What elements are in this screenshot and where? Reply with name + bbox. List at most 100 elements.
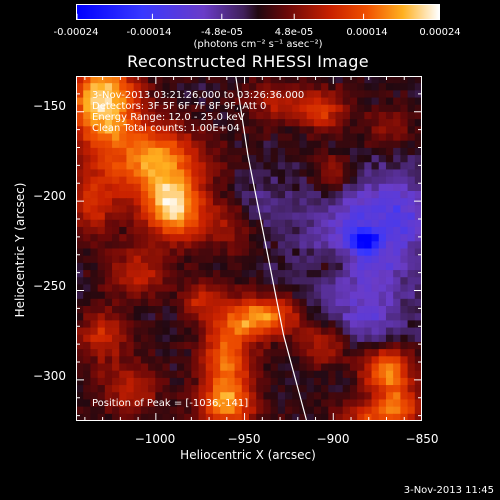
heatmap-cell: [169, 205, 178, 213]
heatmap-cell: [176, 385, 185, 393]
heatmap-cell: [349, 162, 358, 170]
heatmap-cell: [234, 370, 243, 379]
heatmap-cell: [227, 176, 235, 185]
heatmap-cell: [407, 363, 416, 372]
heatmap-cell: [155, 399, 163, 408]
heatmap-cell: [364, 349, 372, 357]
heatmap-cell: [220, 76, 228, 84]
heatmap-cell: [385, 147, 394, 156]
heatmap-cell: [414, 370, 422, 379]
heatmap-cell: [306, 370, 315, 379]
heatmap-cell: [335, 90, 344, 98]
heatmap-cell: [385, 226, 394, 235]
heatmap-cell: [313, 255, 322, 264]
heatmap-cell: [342, 377, 351, 386]
heatmap-cell: [191, 291, 199, 300]
heatmap-cell: [126, 334, 135, 343]
heatmap-cell: [126, 183, 135, 192]
heatmap-cell: [364, 306, 372, 314]
heatmap-cell: [162, 248, 171, 257]
heatmap-cell: [104, 320, 113, 328]
heatmap-cell: [241, 298, 250, 307]
heatmap-cell: [357, 169, 365, 178]
heatmap-cell: [357, 205, 365, 213]
heatmap-cell: [277, 97, 286, 106]
heatmap-cell: [104, 413, 113, 421]
heatmap-cell: [256, 226, 264, 235]
heatmap-cell: [270, 83, 279, 91]
heatmap-cell: [176, 140, 185, 149]
heatmap-cell: [234, 234, 243, 242]
heatmap-cell: [155, 277, 163, 285]
heatmap-cell: [155, 226, 163, 235]
heatmap-cell: [241, 334, 250, 343]
heatmap-cell: [263, 212, 272, 221]
heatmap-cell: [407, 392, 416, 400]
heatmap-cell: [414, 191, 422, 199]
heatmap-cell: [126, 370, 135, 379]
heatmap-cell: [97, 406, 106, 415]
heatmap-cell: [385, 126, 394, 134]
heatmap-cell: [371, 406, 380, 415]
heatmap-cell: [335, 262, 344, 271]
heatmap-cell: [126, 198, 135, 206]
heatmap-cell: [191, 248, 199, 257]
heatmap-cell: [357, 219, 365, 228]
heatmap-cell: [133, 183, 142, 192]
heatmap-cell: [256, 147, 264, 156]
heatmap-cell: [176, 270, 185, 278]
heatmap-cell: [76, 219, 84, 228]
heatmap-cell: [126, 169, 135, 178]
heatmap-cell: [256, 183, 264, 192]
heatmap-cell: [335, 313, 344, 321]
heatmap-cell: [349, 370, 358, 379]
x-tick-label: −1000: [134, 432, 176, 446]
heatmap-cell: [306, 126, 315, 134]
heatmap-cell: [321, 155, 329, 163]
heatmap-cell: [328, 284, 336, 293]
heatmap-cell: [414, 406, 422, 415]
heatmap-cell: [342, 147, 351, 156]
heatmap-cell: [378, 147, 387, 156]
heatmap-cell: [176, 183, 185, 192]
heatmap-cell: [414, 270, 422, 278]
heatmap-cell: [184, 406, 192, 415]
heatmap-cell: [205, 277, 214, 285]
heatmap-cell: [357, 133, 365, 142]
heatmap-cell: [126, 356, 135, 364]
heatmap-cell: [371, 104, 380, 113]
heatmap-cell: [299, 370, 308, 379]
heatmap-cell: [119, 176, 127, 185]
heatmap-cell: [407, 126, 416, 134]
heatmap-cell: [349, 334, 358, 343]
heatmap-cell: [349, 385, 358, 393]
heatmap-cell: [285, 83, 293, 91]
heatmap-cell: [119, 270, 127, 278]
heatmap-cell: [162, 399, 171, 408]
heatmap-cell: [407, 370, 416, 379]
heatmap-cell: [328, 111, 336, 120]
heatmap-cell: [407, 76, 416, 84]
heatmap-cell: [119, 234, 127, 242]
heatmap-cell: [378, 363, 387, 372]
heatmap-cell: [119, 363, 127, 372]
heatmap-cell: [407, 341, 416, 350]
heatmap-cell: [212, 413, 221, 421]
heatmap-cell: [119, 399, 127, 408]
heatmap-cell: [83, 356, 91, 364]
heatmap-cell: [249, 298, 257, 307]
heatmap-cell: [285, 90, 293, 98]
heatmap-cell: [227, 327, 235, 336]
heatmap-cell: [191, 162, 199, 170]
heatmap-cell: [83, 334, 91, 343]
heatmap-cell: [407, 198, 416, 206]
heatmap-cell: [140, 399, 149, 408]
heatmap-cell: [249, 104, 257, 113]
heatmap-cell: [119, 212, 127, 221]
heatmap-cell: [104, 377, 113, 386]
heatmap-cell: [256, 241, 264, 249]
heatmap-cell: [112, 119, 120, 127]
heatmap-cell: [393, 205, 401, 213]
heatmap-cell: [112, 270, 120, 278]
heatmap-cell: [162, 226, 171, 235]
